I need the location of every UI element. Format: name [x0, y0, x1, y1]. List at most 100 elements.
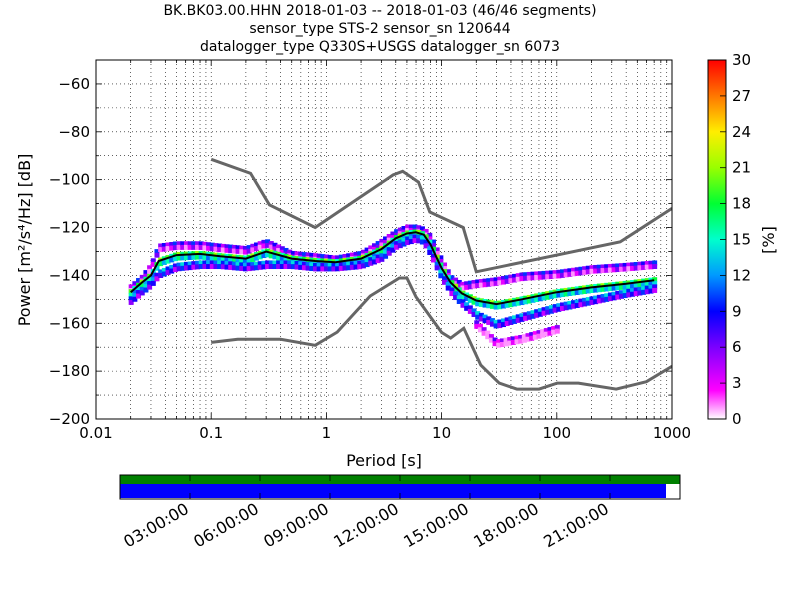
histogram-cell — [547, 327, 553, 333]
histogram-cell — [379, 242, 385, 248]
histogram-cell — [497, 280, 503, 286]
histogram-cell — [416, 225, 422, 231]
histogram-cell — [641, 282, 647, 288]
histogram-cell — [161, 259, 167, 265]
histogram-cell — [375, 251, 381, 257]
histogram-cell — [128, 299, 134, 305]
chart-title-line-2: sensor_type STS-2 sensor_sn 120644 — [249, 21, 511, 37]
histogram-cell — [169, 245, 175, 251]
histogram-cell — [486, 316, 492, 322]
histogram-cell — [427, 246, 433, 252]
histogram-cell — [477, 323, 483, 329]
histogram-cell — [379, 256, 385, 262]
histogram-cell — [578, 289, 584, 295]
histogram-cell — [574, 302, 580, 308]
histogram-cell — [648, 288, 654, 294]
histogram-cell — [187, 244, 193, 250]
time-coverage-bar: 03:00:0006:00:0009:00:0012:00:0015:00:00… — [119, 474, 681, 551]
histogram-cell — [313, 253, 319, 259]
histogram-cell — [209, 242, 215, 248]
histogram-cell — [582, 301, 588, 307]
histogram-cell — [526, 314, 532, 320]
histogram-cell — [530, 310, 536, 316]
histogram-cell — [397, 239, 403, 245]
histogram-cell — [556, 292, 562, 298]
y-tick-label: −180 — [49, 362, 90, 380]
histogram-cell — [526, 275, 532, 281]
histogram-cell — [276, 264, 282, 270]
histogram-cell — [604, 267, 610, 273]
histogram-cell — [235, 245, 241, 251]
histogram-cell — [449, 287, 455, 293]
histogram-cell — [554, 325, 560, 331]
histogram-cell — [136, 290, 142, 296]
histogram-cell — [556, 273, 562, 279]
histogram-cell — [497, 323, 503, 329]
histogram-cell — [158, 272, 164, 278]
histogram-cell — [217, 264, 223, 270]
histogram-cell — [346, 253, 352, 259]
histogram-cell — [301, 261, 307, 267]
histogram-cell — [523, 299, 529, 305]
histogram-cell — [641, 261, 647, 267]
time-tick-label: 15:00:00 — [400, 499, 472, 551]
histogram-cell — [534, 312, 540, 318]
histogram-cell — [460, 285, 466, 291]
histogram-cell — [637, 290, 643, 296]
histogram-cell — [128, 296, 134, 302]
histogram-cell — [346, 265, 352, 271]
histogram-cell — [501, 303, 507, 309]
histogram-cell — [615, 285, 621, 291]
histogram-cell — [489, 318, 495, 324]
histogram-cell — [644, 261, 650, 267]
histogram-cell — [622, 262, 628, 268]
histogram-cell — [552, 270, 558, 276]
histogram-cell — [508, 302, 514, 308]
histogram-cell — [618, 263, 624, 269]
histogram-cell — [276, 255, 282, 261]
histogram-cell — [169, 264, 175, 270]
histogram-cell — [250, 247, 256, 253]
histogram-cell — [482, 318, 488, 324]
histogram-cell — [360, 263, 366, 269]
histogram-cell — [158, 261, 164, 267]
histogram-cell — [438, 255, 444, 261]
histogram-cell — [231, 244, 237, 250]
histogram-cell — [556, 269, 562, 275]
histogram-cell — [456, 283, 462, 289]
histogram-cell — [405, 240, 411, 246]
histogram-cell — [637, 265, 643, 271]
histogram-cell — [475, 301, 481, 307]
histogram-cell — [471, 280, 477, 286]
histogram-cell — [147, 268, 153, 274]
histogram-cell — [523, 272, 529, 278]
histogram-cell — [547, 330, 553, 336]
histogram-cell — [534, 275, 540, 281]
x-tick-label: 0.01 — [79, 424, 112, 442]
histogram-cell — [198, 260, 204, 266]
histogram-cell — [445, 278, 451, 284]
histogram-cell — [220, 257, 226, 263]
histogram-cell — [512, 273, 518, 279]
histogram-cell — [486, 278, 492, 284]
histogram-cell — [456, 279, 462, 285]
histogram-cell — [515, 317, 521, 323]
noise-models — [130, 157, 672, 391]
histogram-cell — [169, 257, 175, 263]
histogram-cell — [541, 310, 547, 316]
histogram-cell — [493, 277, 499, 283]
histogram-cell — [287, 264, 293, 270]
histogram-cell — [154, 276, 160, 282]
histogram-cell — [545, 270, 551, 276]
histogram-cell — [536, 333, 542, 339]
histogram-cell — [408, 224, 414, 230]
colorbar-tick-label: 18 — [732, 195, 751, 213]
histogram-cell — [143, 287, 149, 293]
histogram-cell — [530, 297, 536, 303]
colorbar-tick-label: 21 — [732, 159, 751, 177]
histogram-cell — [143, 273, 149, 279]
histogram-cell — [630, 283, 636, 289]
histogram-cell — [523, 312, 529, 318]
histogram-cell — [349, 252, 355, 258]
histogram-cell — [512, 318, 518, 324]
